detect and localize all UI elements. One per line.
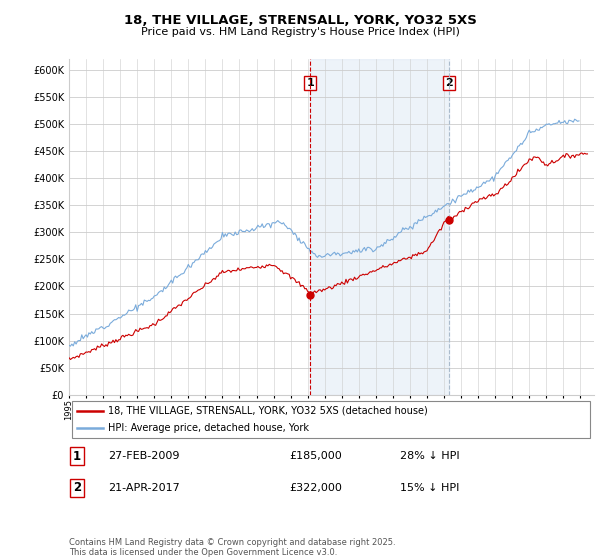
- Text: £322,000: £322,000: [290, 483, 343, 493]
- Bar: [310, 59, 449, 395]
- Text: 1: 1: [307, 78, 314, 88]
- Text: 18, THE VILLAGE, STRENSALL, YORK, YO32 5XS (detached house): 18, THE VILLAGE, STRENSALL, YORK, YO32 5…: [109, 405, 428, 416]
- Text: 15% ↓ HPI: 15% ↓ HPI: [400, 483, 459, 493]
- Text: HPI: Average price, detached house, York: HPI: Average price, detached house, York: [109, 423, 310, 433]
- Text: 21-APR-2017: 21-APR-2017: [109, 483, 180, 493]
- Text: Price paid vs. HM Land Registry's House Price Index (HPI): Price paid vs. HM Land Registry's House …: [140, 27, 460, 37]
- Text: Contains HM Land Registry data © Crown copyright and database right 2025.
This d: Contains HM Land Registry data © Crown c…: [69, 538, 395, 557]
- Text: 18, THE VILLAGE, STRENSALL, YORK, YO32 5XS: 18, THE VILLAGE, STRENSALL, YORK, YO32 5…: [124, 14, 476, 27]
- Text: 28% ↓ HPI: 28% ↓ HPI: [400, 451, 460, 461]
- Text: 1: 1: [73, 450, 81, 463]
- FancyBboxPatch shape: [71, 402, 590, 437]
- Text: £185,000: £185,000: [290, 451, 342, 461]
- Text: 2: 2: [73, 482, 81, 494]
- Text: 27-FEB-2009: 27-FEB-2009: [109, 451, 180, 461]
- Text: 2: 2: [445, 78, 453, 88]
